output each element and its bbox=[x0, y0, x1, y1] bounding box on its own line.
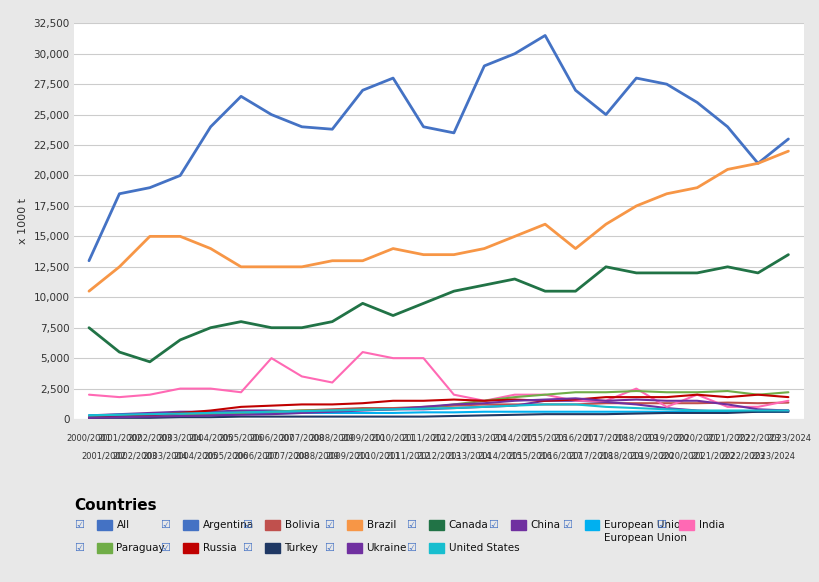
Text: China: China bbox=[530, 520, 560, 530]
Text: Countries: Countries bbox=[74, 498, 156, 513]
Text: 2002/2003: 2002/2003 bbox=[127, 434, 172, 442]
Text: Paraguay: Paraguay bbox=[116, 543, 165, 553]
Text: 2014/2015: 2014/2015 bbox=[491, 434, 536, 442]
Text: 2010/2011: 2010/2011 bbox=[370, 434, 415, 442]
Text: 2004/2005: 2004/2005 bbox=[188, 434, 233, 442]
Text: 2012/2013: 2012/2013 bbox=[431, 434, 476, 442]
Text: ☑: ☑ bbox=[655, 520, 665, 530]
Text: Brazil: Brazil bbox=[366, 520, 396, 530]
Text: 2001/2002: 2001/2002 bbox=[82, 451, 126, 460]
Text: Turkey: Turkey bbox=[284, 543, 318, 553]
Text: 2013/2014: 2013/2014 bbox=[446, 451, 491, 460]
Text: 2018/2019: 2018/2019 bbox=[613, 434, 658, 442]
Text: 2012/2013: 2012/2013 bbox=[416, 451, 460, 460]
Text: 2015/2016: 2015/2016 bbox=[507, 451, 552, 460]
Text: 2013/2014: 2013/2014 bbox=[461, 434, 506, 442]
Text: 2007/2008: 2007/2008 bbox=[264, 451, 309, 460]
Text: 2009/2010: 2009/2010 bbox=[340, 434, 385, 442]
Text: 2018/2019: 2018/2019 bbox=[598, 451, 643, 460]
Text: 2016/2017: 2016/2017 bbox=[537, 451, 582, 460]
Text: 2000/2001: 2000/2001 bbox=[66, 434, 111, 442]
Text: 2001/2002: 2001/2002 bbox=[97, 434, 142, 442]
Text: ☑: ☑ bbox=[242, 543, 251, 553]
Text: 2002/2003: 2002/2003 bbox=[112, 451, 157, 460]
Text: ☑: ☑ bbox=[74, 543, 84, 553]
Text: 2020/2021: 2020/2021 bbox=[658, 451, 704, 460]
Text: 2017/2018: 2017/2018 bbox=[582, 434, 627, 442]
Text: ☑: ☑ bbox=[405, 520, 415, 530]
Text: 2005/2006: 2005/2006 bbox=[219, 434, 263, 442]
Text: 2003/2004: 2003/2004 bbox=[143, 451, 188, 460]
Text: ☑: ☑ bbox=[242, 520, 251, 530]
Text: 2004/2005: 2004/2005 bbox=[173, 451, 218, 460]
Text: ☑: ☑ bbox=[487, 520, 497, 530]
Text: ☑: ☑ bbox=[160, 520, 170, 530]
Text: All: All bbox=[116, 520, 129, 530]
Text: ☑: ☑ bbox=[160, 543, 170, 553]
Text: 2017/2018: 2017/2018 bbox=[568, 451, 613, 460]
Text: Bolivia: Bolivia bbox=[284, 520, 319, 530]
Text: European Union: European Union bbox=[604, 533, 686, 543]
Text: United States: United States bbox=[448, 543, 518, 553]
Text: 2014/2015: 2014/2015 bbox=[477, 451, 522, 460]
Text: 2005/2006: 2005/2006 bbox=[203, 451, 248, 460]
Text: Russia: Russia bbox=[202, 543, 236, 553]
Text: 2008/2009: 2008/2009 bbox=[310, 434, 355, 442]
Text: European Union: European Union bbox=[604, 520, 686, 530]
Text: 2023/2024: 2023/2024 bbox=[765, 434, 810, 442]
Text: ☑: ☑ bbox=[74, 520, 84, 530]
Text: 2011/2012: 2011/2012 bbox=[386, 451, 430, 460]
Text: 2022/2023: 2022/2023 bbox=[735, 434, 780, 442]
Text: Canada: Canada bbox=[448, 520, 487, 530]
Text: 2015/2016: 2015/2016 bbox=[522, 434, 567, 442]
Y-axis label: x 1000 t: x 1000 t bbox=[18, 198, 28, 244]
Text: 2008/2009: 2008/2009 bbox=[294, 451, 339, 460]
Text: 2023/2024: 2023/2024 bbox=[749, 451, 794, 460]
Text: ☑: ☑ bbox=[324, 520, 333, 530]
Text: 2021/2022: 2021/2022 bbox=[704, 434, 749, 442]
Text: 2021/2022: 2021/2022 bbox=[689, 451, 734, 460]
Text: 2019/2020: 2019/2020 bbox=[628, 451, 673, 460]
Text: 2016/2017: 2016/2017 bbox=[552, 434, 597, 442]
Text: ☑: ☑ bbox=[405, 543, 415, 553]
Text: 2022/2023: 2022/2023 bbox=[719, 451, 764, 460]
Text: Ukraine: Ukraine bbox=[366, 543, 406, 553]
Text: India: India bbox=[698, 520, 723, 530]
Text: 2019/2020: 2019/2020 bbox=[644, 434, 688, 442]
Text: 2009/2010: 2009/2010 bbox=[324, 451, 369, 460]
Text: 2003/2004: 2003/2004 bbox=[157, 434, 202, 442]
Text: Argentina: Argentina bbox=[202, 520, 253, 530]
Text: 2007/2008: 2007/2008 bbox=[279, 434, 324, 442]
Text: 2011/2012: 2011/2012 bbox=[400, 434, 446, 442]
Text: ☑: ☑ bbox=[324, 543, 333, 553]
Text: 2020/2021: 2020/2021 bbox=[674, 434, 719, 442]
Text: 2006/2007: 2006/2007 bbox=[249, 434, 294, 442]
Text: ☑: ☑ bbox=[561, 520, 571, 530]
Text: 2010/2011: 2010/2011 bbox=[355, 451, 400, 460]
Text: 2006/2007: 2006/2007 bbox=[233, 451, 278, 460]
